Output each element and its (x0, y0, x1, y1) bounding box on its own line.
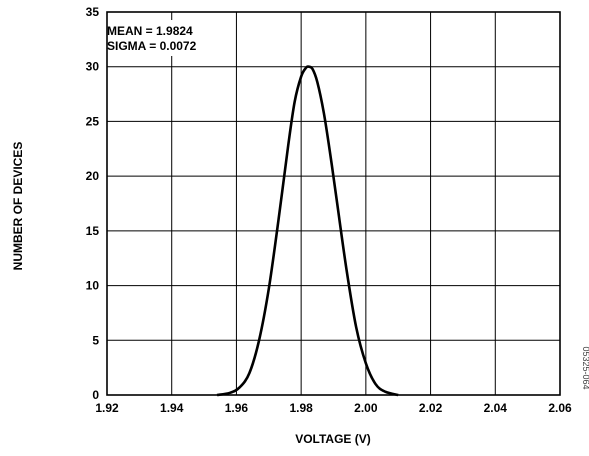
grid-lines (107, 12, 560, 395)
x-tick-label: 1.92 (95, 401, 119, 415)
x-tick-labels: 1.92 1.94 1.96 1.98 2.00 2.02 2.04 2.06 (95, 401, 572, 415)
x-tick-label: 1.98 (289, 401, 313, 415)
plot-frame (106, 11, 561, 396)
y-tick-label: 25 (86, 114, 100, 128)
y-tick-label: 15 (86, 224, 100, 238)
annotation-box (108, 20, 226, 56)
y-tick-label: 20 (86, 169, 100, 183)
figure-id: 05325-064 (581, 346, 589, 389)
x-tick-label: 1.96 (225, 401, 249, 415)
y-tick-label: 5 (92, 333, 99, 347)
y-tick-label: 30 (86, 60, 100, 74)
y-tick-label: 35 (86, 5, 100, 19)
distribution-curve (216, 65, 399, 397)
y-tick-label: 10 (86, 279, 100, 293)
x-axis-label: VOLTAGE (V) (295, 432, 371, 446)
series-layer (216, 65, 399, 397)
annotation-background (108, 20, 226, 56)
annotation-mean: MEAN = 1.9824 (107, 24, 193, 38)
x-tick-label: 2.00 (354, 401, 378, 415)
x-tick-label: 1.94 (160, 401, 184, 415)
x-tick-label: 2.06 (548, 401, 572, 415)
annotation-sigma: SIGMA = 0.0072 (107, 39, 197, 53)
y-tick-labels: 0 5 10 15 20 25 30 35 (86, 5, 100, 402)
x-tick-label: 2.04 (484, 401, 508, 415)
x-tick-label: 2.02 (419, 401, 443, 415)
y-axis-label: NUMBER OF DEVICES (11, 142, 25, 271)
y-tick-label: 0 (92, 388, 99, 402)
